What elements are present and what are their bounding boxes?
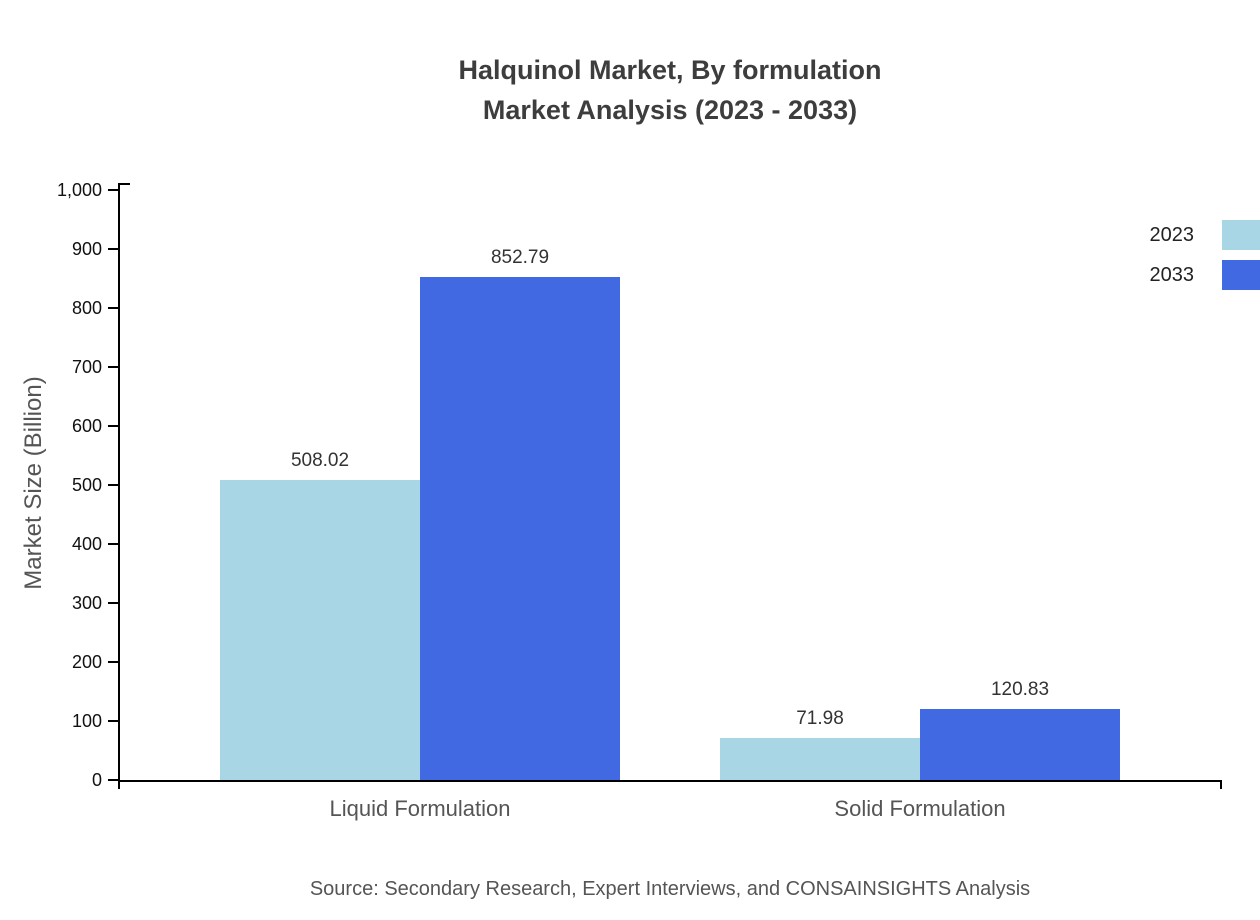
x-category-label: Solid Formulation bbox=[834, 796, 1006, 821]
bar-liquid-formulation-2023 bbox=[220, 480, 420, 780]
x-axis-line bbox=[118, 780, 1222, 782]
legend-swatch-2023 bbox=[1222, 220, 1260, 250]
source-note: Source: Secondary Research, Expert Inter… bbox=[309, 878, 1031, 900]
y-tick-label: 500 bbox=[71, 475, 102, 495]
bar-value-label: 120.83 bbox=[990, 678, 1050, 700]
y-tick bbox=[108, 484, 118, 486]
y-tick-label: 400 bbox=[71, 534, 102, 554]
x-axis-end-tick bbox=[1220, 780, 1222, 789]
legend-swatch-2033 bbox=[1222, 260, 1260, 290]
x-category-label: Liquid Formulation bbox=[329, 796, 511, 821]
chart-title-line1: Halquinol Market, By formulation bbox=[458, 55, 882, 85]
y-axis-top-tick bbox=[120, 183, 130, 185]
bar-value-label: 71.98 bbox=[796, 707, 844, 729]
y-tick bbox=[108, 366, 118, 368]
y-tick-label: 1,000 bbox=[56, 180, 102, 200]
bar-liquid-formulation-2033 bbox=[420, 276, 620, 780]
y-tick bbox=[108, 425, 118, 427]
legend-label-2033: 2033 bbox=[1149, 263, 1195, 286]
y-tick bbox=[108, 661, 118, 663]
legend-item-2023: 2023 bbox=[1150, 220, 1260, 250]
y-tick bbox=[108, 307, 118, 309]
y-tick-label: 900 bbox=[71, 239, 102, 259]
y-tick bbox=[108, 248, 118, 250]
bar-solid-formulation-2033 bbox=[920, 708, 1120, 780]
y-tick bbox=[108, 779, 118, 781]
y-tick bbox=[108, 602, 118, 604]
y-tick bbox=[108, 189, 118, 191]
y-tick-label: 100 bbox=[71, 711, 102, 731]
legend-item-2033: 2033 bbox=[1150, 260, 1260, 290]
y-tick-label: 600 bbox=[71, 416, 102, 436]
legend-label-2023: 2023 bbox=[1149, 223, 1195, 246]
chart-title: Halquinol Market, By formulation Market … bbox=[120, 50, 1220, 130]
chart-title-line2: Market Analysis (2023 - 2033) bbox=[482, 95, 858, 125]
y-tick-label: 700 bbox=[71, 357, 102, 377]
y-tick bbox=[108, 543, 118, 545]
y-tick-label: 200 bbox=[71, 652, 102, 672]
y-axis-line bbox=[118, 183, 120, 789]
bar-solid-formulation-2023 bbox=[720, 737, 920, 780]
y-tick-label: 800 bbox=[71, 298, 102, 318]
legend: 2023 2033 bbox=[1150, 220, 1260, 290]
bar-value-label: 508.02 bbox=[290, 450, 350, 472]
y-tick-label: 0 bbox=[91, 770, 102, 790]
y-tick-label: 300 bbox=[71, 593, 102, 613]
bar-value-label: 852.79 bbox=[490, 246, 550, 268]
y-tick bbox=[108, 720, 118, 722]
